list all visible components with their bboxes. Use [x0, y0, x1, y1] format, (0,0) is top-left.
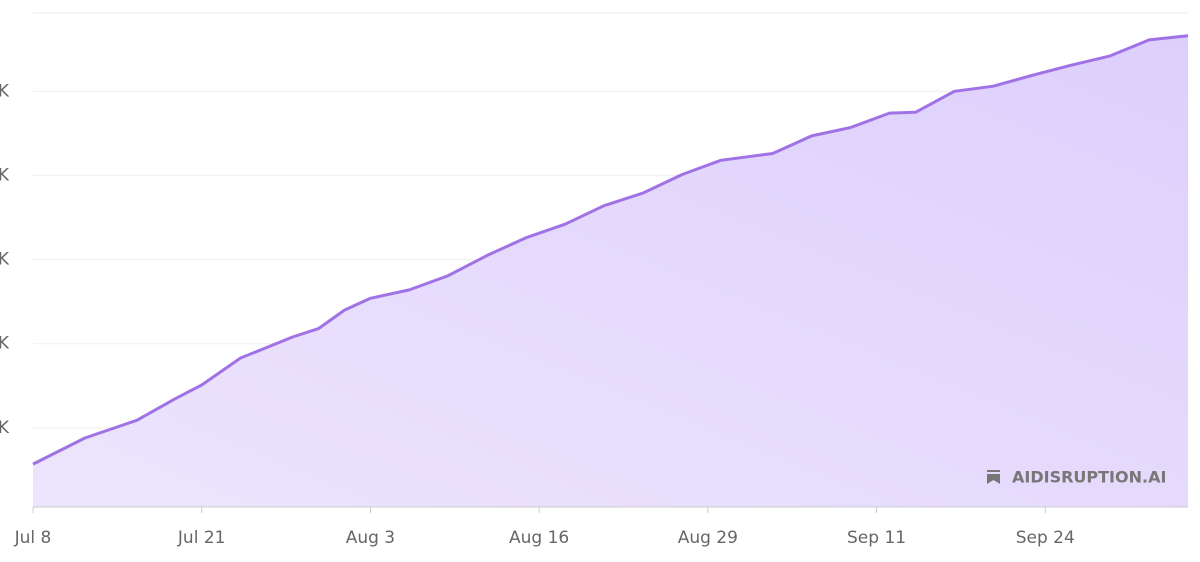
- y-tick-label: K: [0, 165, 10, 185]
- watermark-icon: [987, 470, 1000, 484]
- watermark-text: AIDISRUPTION.AI: [1012, 468, 1166, 487]
- y-tick-label: K: [0, 81, 10, 101]
- y-tick-label: K: [0, 250, 10, 270]
- x-tick-label: Aug 29: [678, 528, 738, 548]
- x-tick-label: Aug 16: [509, 528, 569, 548]
- y-tick-label: K: [0, 418, 10, 438]
- watermark: AIDISRUPTION.AI: [987, 468, 1166, 487]
- x-axis: Jul 8 Jul 21 Aug 3 Aug 16 Aug 29 Sep 11 Sep 24: [14, 506, 1188, 548]
- area-fill: [33, 35, 1188, 507]
- x-tick-label: Sep 11: [847, 528, 906, 548]
- x-tick-label: Jul 8: [14, 528, 52, 548]
- y-tick-label: K: [0, 334, 10, 354]
- x-tick-label: Jul 21: [177, 528, 226, 548]
- plot: [32, 34, 1189, 507]
- x-tick-label: Sep 24: [1016, 528, 1075, 548]
- x-tick-label: Aug 3: [346, 528, 395, 548]
- series-line: [32, 34, 1189, 466]
